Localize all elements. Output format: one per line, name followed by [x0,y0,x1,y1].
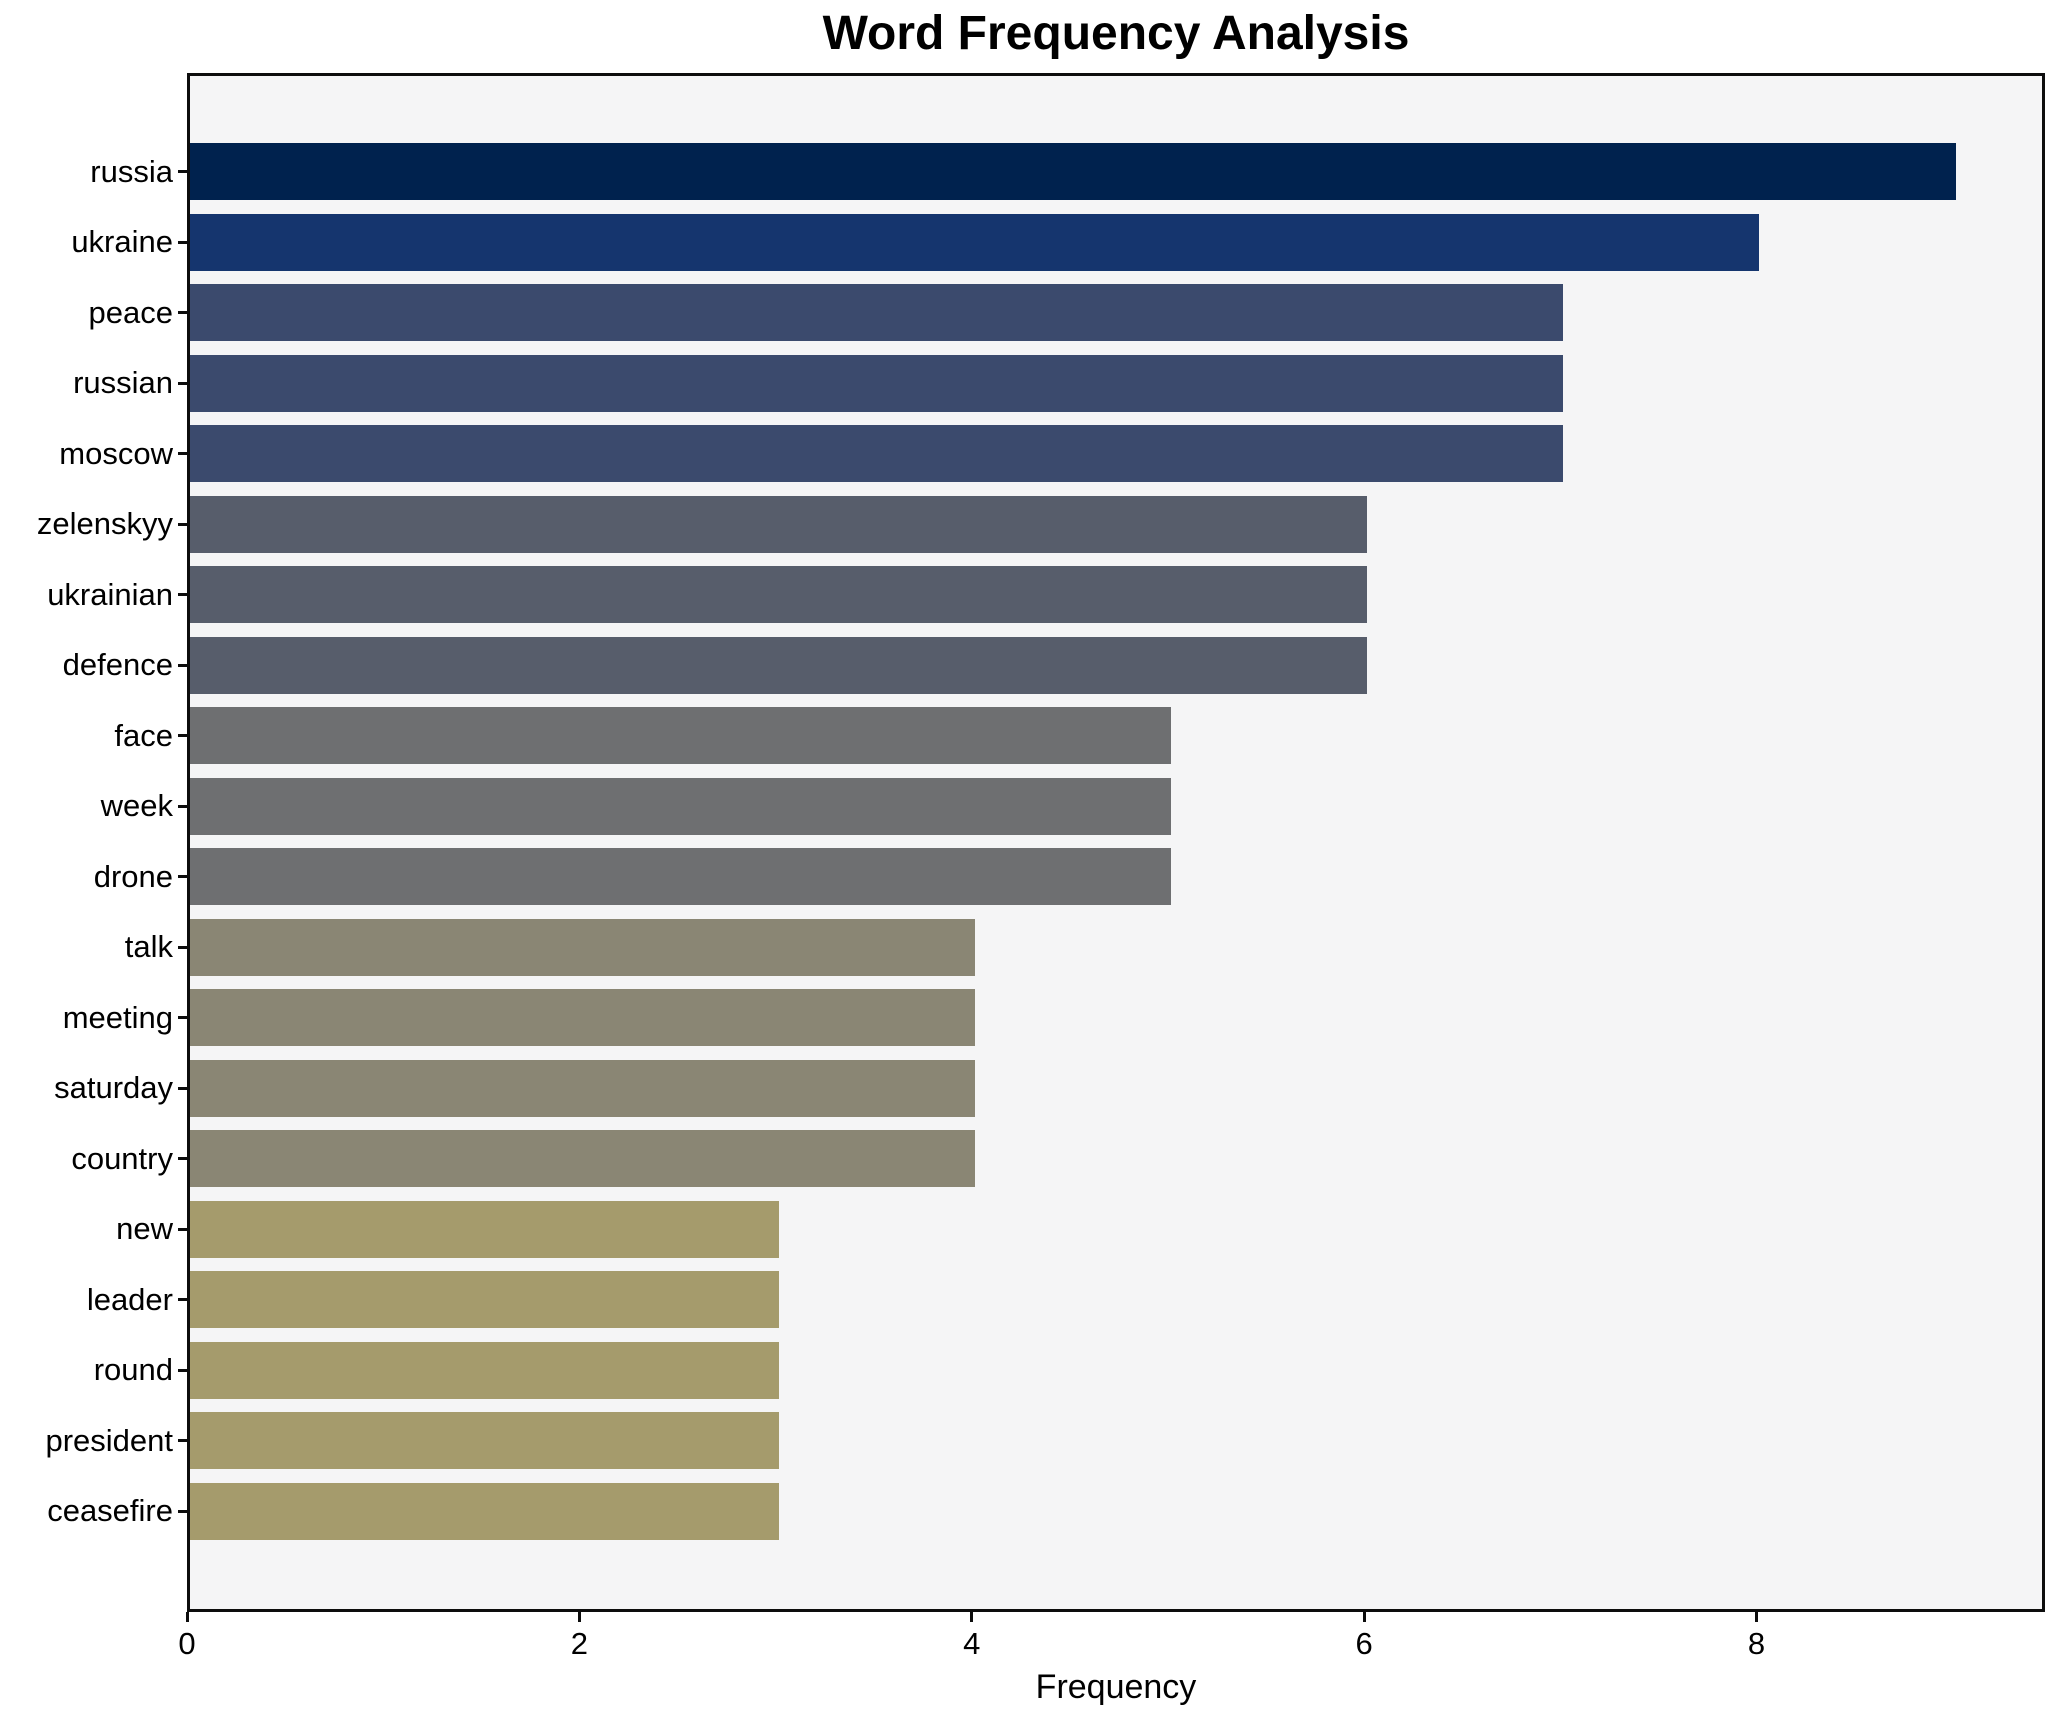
x-tick-label-2: 2 [570,1626,588,1661]
y-tick-label-ceasefire: ceasefire [47,1493,173,1528]
y-tick-mark [178,1439,187,1442]
y-tick-mark [178,170,187,173]
y-tick-label-week: week [100,788,173,823]
y-tick-label-president: president [45,1422,173,1458]
bar-face [190,707,1171,764]
bar-country [190,1130,975,1187]
y-tick-mark [178,1086,187,1090]
y-tick-mark [178,945,187,949]
y-tick-mark [178,1227,187,1231]
bar-saturday [190,1059,975,1117]
y-tick-label-face: face [114,717,173,753]
bar-week [190,777,1171,835]
bar-russian [190,354,1564,412]
y-tick-label-moscow: moscow [59,435,173,471]
y-tick-mark [178,593,187,596]
y-tick-label-round: round [93,1352,173,1387]
y-tick-label-talk: talk [124,929,173,964]
bar-new [190,1200,779,1258]
bar-ukraine [190,213,1760,271]
y-tick-mark [178,240,187,244]
bar-leader [190,1271,779,1328]
y-tick-mark [178,311,187,314]
x-tick-label-8: 8 [1747,1626,1766,1661]
y-tick-label-saturday: saturday [54,1070,173,1105]
x-axis-title: Frequency [1035,1668,1197,1706]
y-tick-mark [178,522,187,526]
y-tick-label-defence: defence [62,647,173,682]
x-tick-mark [970,1612,974,1622]
y-tick-label-leader: leader [86,1281,173,1317]
bar-talk [190,918,975,976]
x-tick-mark [1754,1612,1758,1622]
y-tick-label-country: country [71,1140,173,1176]
chart-title: Word Frequency Analysis [822,7,1410,60]
y-tick-label-ukrainian: ukrainian [47,576,173,612]
bar-moscow [190,425,1564,482]
y-tick-mark [178,452,187,455]
bar-zelenskyy [190,495,1368,553]
bar-defence [190,636,1368,694]
y-tick-label-zelenskyy: zelenskyy [36,506,173,541]
y-tick-label-meeting: meeting [62,999,173,1035]
y-tick-mark [178,1298,187,1301]
y-tick-mark [178,734,187,737]
y-tick-mark [178,663,187,667]
bar-ukrainian [190,566,1368,623]
x-tick-label-4: 4 [963,1626,981,1661]
x-tick-mark [577,1612,581,1622]
y-tick-label-russia: russia [90,153,173,189]
x-tick-label-0: 0 [178,1626,196,1661]
y-tick-mark [178,804,187,808]
y-tick-mark [178,875,187,878]
y-tick-mark [178,1157,187,1160]
bar-russia [190,143,1956,200]
bar-drone [190,848,1171,905]
bar-ceasefire [190,1482,779,1540]
y-tick-label-peace: peace [88,294,173,330]
x-tick-mark [185,1612,189,1622]
bar-president [190,1412,779,1469]
y-tick-mark [178,381,187,385]
y-tick-label-russian: russian [73,365,173,400]
y-tick-mark [178,1368,187,1372]
y-tick-mark [178,1509,187,1513]
plot-area [187,73,2045,1612]
x-tick-mark [1362,1612,1366,1622]
y-tick-label-ukraine: ukraine [71,224,173,259]
bar-meeting [190,989,975,1046]
y-tick-label-new: new [116,1211,173,1246]
x-tick-label-6: 6 [1355,1626,1373,1661]
bar-peace [190,284,1564,341]
bar-round [190,1341,779,1399]
y-tick-label-drone: drone [93,858,173,894]
y-tick-mark [178,1016,187,1019]
